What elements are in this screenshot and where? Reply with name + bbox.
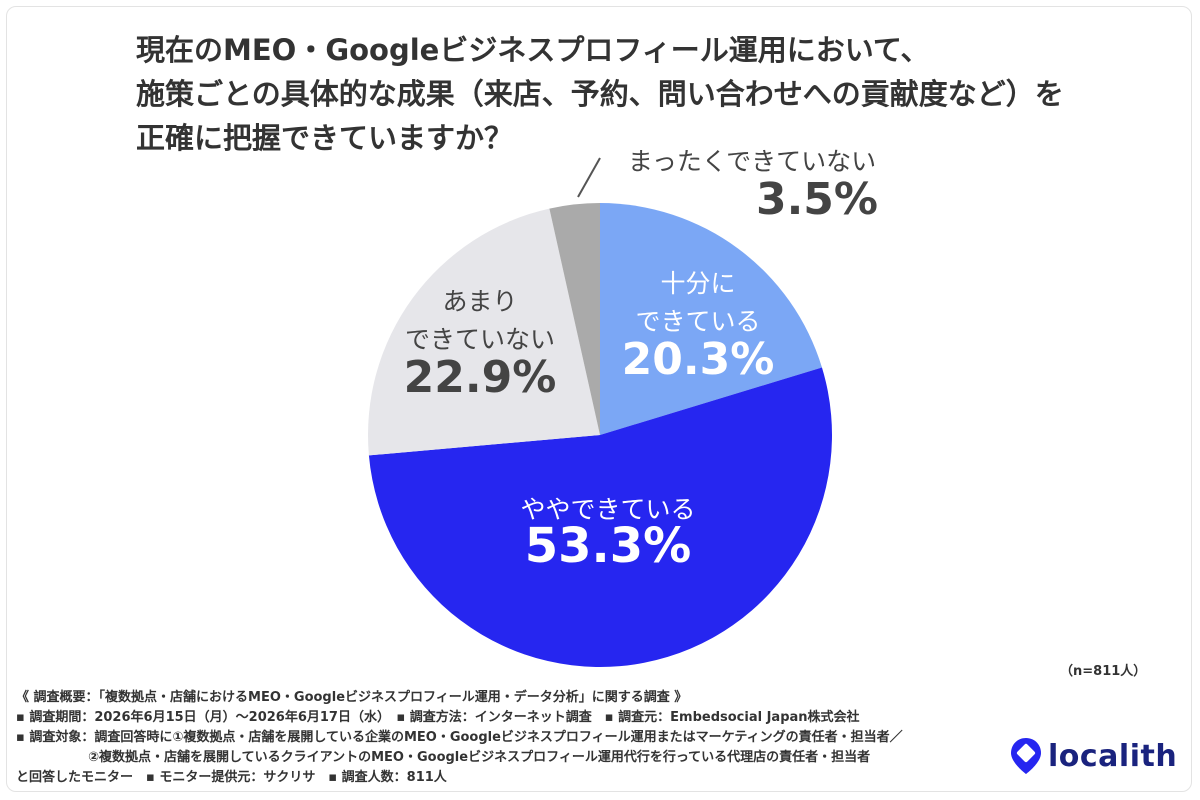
leader-line <box>577 157 601 198</box>
footer-survey-period: ▪ 調査期間：2026年6月15日（月）～2026年6月17日（水） ▪ 調査方… <box>16 710 860 725</box>
slice-label-3-line-2: できていない <box>405 325 555 354</box>
localith-logo: localith <box>1008 736 1177 776</box>
slice-label-3-line-1: あまり <box>442 287 517 316</box>
chart-frame <box>6 6 1192 792</box>
footer-survey-target: ▪ 調査対象：調査回答時に①複数拠点・店舗を展開している企業のMEO・Googl… <box>16 730 903 745</box>
title-line-3: 正確に把握できていますか？ <box>136 121 514 155</box>
pie-slice-2 <box>368 367 832 667</box>
footer-survey-target-2: ②複数拠点・店舗を展開しているクライアントのMEO・Googleビジネスプロフィ… <box>88 750 871 765</box>
survey-footer: 《 調査概要：「複数拠点・店舗におけるMEO・Googleビジネスプロフィール運… <box>16 688 1016 788</box>
location-pin-icon <box>1011 738 1041 774</box>
title-line-2: 施策ごとの具体的な成果（来店、予約、問い合わせへの貢献度など）を <box>136 77 1064 111</box>
footer-survey-monitor: と回答したモニター ▪ モニター提供元：サクリサ ▪ 調査人数：811人 <box>16 770 447 785</box>
pie-slice-3 <box>368 208 600 456</box>
chart-title: 現在のMEO・Googleビジネスプロフィール運用において、 施策ごとの具体的な… <box>136 28 1116 160</box>
footer-survey-overview: 《 調査概要：「複数拠点・店舗におけるMEO・Googleビジネスプロフィール運… <box>16 690 688 705</box>
sample-size-label: （n=811人） <box>1060 664 1147 679</box>
logo-text: localith <box>1048 738 1178 774</box>
slice-label-1-line-1: 十分に <box>660 269 735 298</box>
pie-slice-1 <box>600 203 822 435</box>
slice-label-2-line-1: ややできている <box>520 495 695 524</box>
slice-value-1: 20.3% <box>622 334 775 385</box>
slice-value-2: 53.3% <box>525 518 692 574</box>
slice-value-3: 22.9% <box>404 352 557 403</box>
pie-slice-4 <box>549 203 600 435</box>
slice-value-4: 3.5% <box>756 174 878 225</box>
slice-label-1-line-2: できている <box>635 307 760 336</box>
title-line-1: 現在のMEO・Googleビジネスプロフィール運用において、 <box>136 33 930 67</box>
slice-label-4-line-1: まったくできていない <box>628 147 876 176</box>
